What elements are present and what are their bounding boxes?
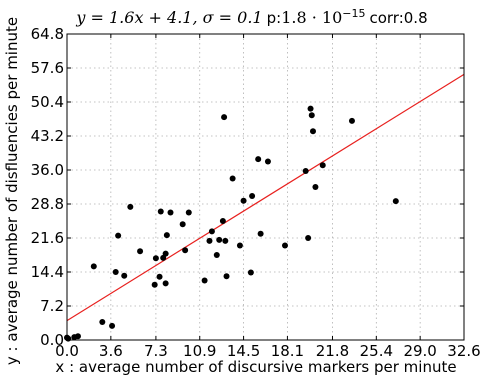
data-point — [264, 158, 271, 165]
data-point — [216, 236, 223, 243]
x-tick-label: 7.3 — [144, 342, 168, 360]
data-point — [223, 273, 230, 280]
data-point — [392, 198, 399, 205]
data-point — [185, 209, 192, 216]
data-point — [247, 269, 254, 276]
data-point — [221, 114, 228, 121]
title-equation: y = 1.6x + 4.1, σ = 0.1 — [75, 8, 262, 27]
data-point — [305, 235, 312, 241]
x-tick-label: 25.4 — [360, 342, 393, 360]
points-layer — [64, 105, 399, 342]
title-corr-label: corr: — [369, 9, 403, 27]
x-tick-label: 14.5 — [227, 342, 260, 360]
data-point — [109, 322, 116, 329]
title-p-label: p: — [267, 9, 282, 27]
fit-line — [66, 73, 465, 322]
data-point — [152, 255, 159, 262]
x-tick-label: 3.6 — [99, 342, 123, 360]
data-point — [127, 203, 134, 210]
data-point — [162, 250, 169, 257]
axis-ticks: 0.0 3.6 7.3 10.9 14.5 18.1 21.8 25.4 29.0 32.6 0.0… — [31, 25, 481, 360]
data-point — [249, 192, 256, 199]
x-tick-label: 21.8 — [316, 342, 349, 360]
data-point — [255, 156, 262, 163]
x-tick-label: 29.0 — [403, 342, 436, 360]
data-point — [156, 273, 163, 280]
data-point — [157, 208, 164, 215]
data-point — [151, 281, 158, 288]
fit-line-layer — [66, 73, 465, 322]
data-point — [213, 252, 220, 258]
data-point — [308, 112, 315, 119]
data-point — [307, 105, 314, 112]
data-point — [179, 221, 186, 228]
y-tick-label: 14.4 — [31, 263, 64, 281]
data-point — [208, 228, 215, 235]
title-p-exponent: −15 — [342, 7, 365, 20]
data-point — [74, 333, 81, 340]
data-point — [219, 218, 226, 224]
y-tick-label: 28.8 — [31, 195, 64, 213]
data-point — [163, 232, 170, 239]
plot-frame — [66, 33, 465, 341]
data-point — [137, 248, 144, 255]
y-tick-label: 21.6 — [31, 229, 64, 247]
grid — [66, 33, 465, 341]
y-tick-label: 57.6 — [31, 59, 64, 77]
data-point — [348, 117, 355, 124]
data-point — [240, 197, 247, 204]
data-point — [99, 319, 106, 326]
data-point — [65, 335, 72, 342]
data-point — [112, 269, 119, 275]
y-axis-label: y : average number of disfluencies per m… — [3, 17, 21, 365]
title-corr-value: 0.8 — [404, 9, 428, 27]
y-tick-label: 0.0 — [40, 331, 64, 349]
y-tick-label: 50.4 — [31, 93, 64, 111]
chart-title: y = 1.6x + 4.1, σ = 0.1 p:1.8 · 10−15 corr… — [75, 7, 427, 27]
data-point — [206, 237, 213, 244]
y-tick-label: 64.8 — [31, 25, 64, 43]
data-point — [236, 242, 243, 249]
y-tick-label: 43.2 — [31, 127, 64, 145]
data-point — [167, 209, 174, 216]
data-point — [90, 263, 97, 270]
data-point — [257, 230, 264, 237]
data-point — [229, 175, 236, 182]
data-point — [222, 237, 229, 244]
y-tick-label: 36.0 — [31, 161, 64, 179]
x-tick-label: 10.9 — [183, 342, 216, 360]
data-point — [182, 247, 189, 254]
data-point — [162, 280, 169, 287]
data-point — [201, 277, 208, 284]
data-point — [121, 272, 128, 279]
data-point — [115, 232, 122, 239]
y-tick-label: 7.2 — [40, 297, 64, 315]
data-point — [312, 184, 319, 190]
x-tick-label: 0.0 — [55, 342, 79, 360]
x-tick-label: 32.6 — [447, 342, 480, 360]
data-point — [281, 242, 288, 249]
data-point — [302, 167, 309, 174]
x-tick-label: 18.1 — [271, 342, 304, 360]
data-point — [319, 162, 326, 169]
title-p-value: 1.8 · 10 — [281, 8, 342, 27]
data-point — [309, 128, 316, 135]
x-axis-label: x : average number of discursive markers… — [55, 358, 456, 376]
